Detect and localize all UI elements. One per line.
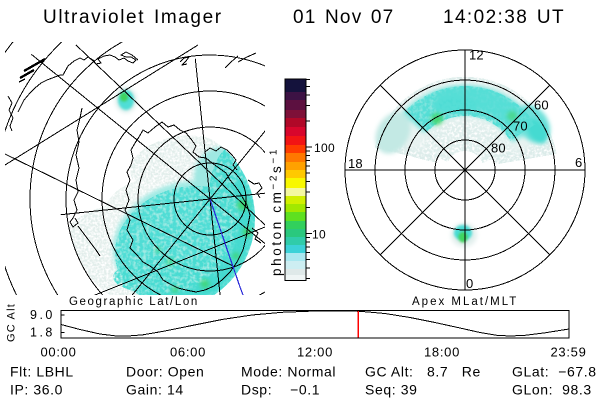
svg-text:photon cm−2s−1: photon cm−2s−1: [269, 147, 285, 276]
svg-text:Dsp: −0.1: Dsp: −0.1: [241, 382, 320, 398]
svg-text:Mode: Normal: Mode: Normal: [241, 364, 336, 380]
svg-text:6: 6: [575, 155, 582, 170]
svg-text:GC Alt: 8.7 Re: GC Alt: 8.7 Re: [365, 364, 481, 380]
svg-text:Ultraviolet Imager: Ultraviolet Imager: [43, 7, 223, 28]
svg-text:Apex MLat/MLT: Apex MLat/MLT: [412, 296, 518, 308]
svg-text:100: 100: [314, 141, 335, 155]
svg-text:14:02:38 UT: 14:02:38 UT: [443, 7, 565, 28]
svg-text:00:00: 00:00: [40, 345, 76, 360]
svg-text:10: 10: [312, 228, 326, 242]
svg-text:GLon: 98.3: GLon: 98.3: [512, 382, 592, 398]
svg-text:70: 70: [513, 119, 528, 134]
svg-text:GLat: −67.8: GLat: −67.8: [512, 364, 597, 380]
svg-text:1.8: 1.8: [30, 326, 55, 340]
svg-text:Seq: 39: Seq: 39: [365, 382, 417, 398]
svg-text:23:59: 23:59: [550, 345, 586, 360]
svg-text:18:00: 18:00: [424, 345, 460, 360]
svg-text:Gain: 14: Gain: 14: [126, 382, 184, 398]
svg-text:Flt: LBHL: Flt: LBHL: [10, 364, 74, 380]
svg-text:80: 80: [491, 141, 506, 156]
svg-text:IP: 36.0: IP: 36.0: [10, 382, 63, 398]
svg-text:GC Alt: GC Alt: [6, 303, 18, 342]
svg-text:18: 18: [348, 156, 363, 171]
svg-text:Geographic Lat/Lon: Geographic Lat/Lon: [69, 296, 199, 308]
svg-text:01 Nov 07: 01 Nov 07: [293, 7, 394, 28]
svg-text:9.0: 9.0: [30, 308, 55, 322]
svg-text:60: 60: [534, 98, 549, 113]
svg-text:12: 12: [469, 48, 484, 63]
svg-text:0: 0: [466, 276, 473, 291]
svg-text:06:00: 06:00: [170, 345, 206, 360]
svg-text:Door: Open: Door: Open: [126, 364, 204, 380]
svg-text:12:00: 12:00: [297, 345, 333, 360]
